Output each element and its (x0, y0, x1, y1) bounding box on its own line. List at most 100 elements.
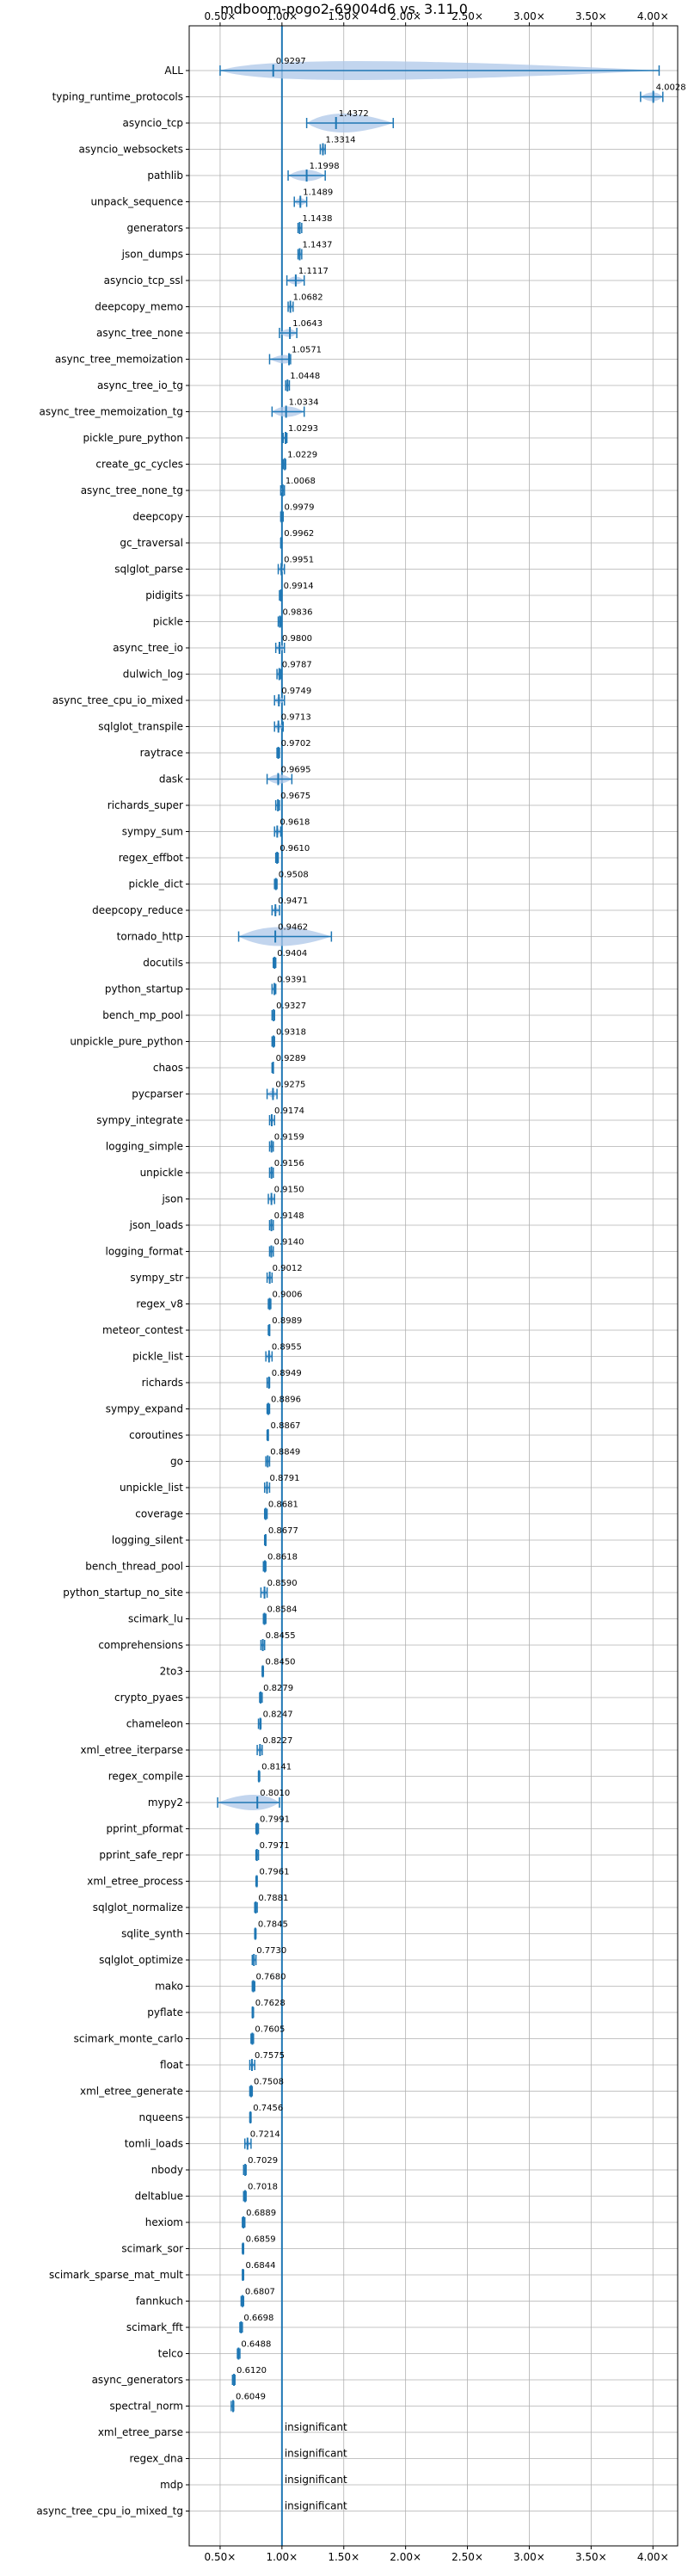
value-label: 0.9618 (280, 818, 310, 828)
category-label: pickle_list (132, 1351, 183, 1363)
category-label: unpack_sequence (90, 196, 183, 208)
value-label: 0.8141 (261, 1763, 292, 1772)
x-tick-label-top: 2.00× (390, 10, 421, 22)
category-label: richards_super (108, 799, 183, 811)
value-label: 0.9675 (280, 792, 310, 801)
category-label: json (161, 1193, 183, 1205)
category-label: unpickle (140, 1167, 183, 1179)
category-label: pickle_pure_python (83, 432, 183, 444)
category-label: docutils (143, 957, 183, 969)
category-label: 2to3 (160, 1666, 183, 1678)
category-label: unpickle_list (120, 1482, 183, 1494)
category-label: async_tree_memoization_tg (40, 406, 183, 418)
value-label: 0.9174 (274, 1106, 304, 1116)
value-label: 0.7214 (250, 2130, 280, 2140)
value-label: 0.9159 (274, 1133, 304, 1143)
category-label: coroutines (129, 1429, 183, 1441)
category-label: mypy2 (148, 1796, 183, 1809)
chart-title: mdboom-pogo2-69004d6 vs. 3.11.0 (220, 1, 468, 17)
category-label: pickle (153, 616, 183, 628)
category-label: regex_effbot (119, 852, 184, 864)
value-label: 1.0682 (293, 293, 323, 303)
value-label: 0.9471 (278, 897, 308, 906)
category-label: asyncio_tcp_ssl (104, 274, 183, 287)
value-label: 1.0293 (288, 424, 318, 434)
category-label: async_tree_io (113, 642, 183, 654)
value-label: 1.0571 (292, 346, 322, 355)
value-label: 1.0334 (289, 398, 319, 408)
category-label: async_tree_memoization (55, 354, 183, 366)
category-label: regex_compile (108, 1771, 183, 1783)
category-label: python_startup (105, 983, 183, 995)
value-label: 0.9404 (277, 949, 307, 958)
category-label: async_tree_none (96, 327, 183, 339)
category-label: pidigits (145, 589, 183, 601)
value-label: 0.9462 (278, 923, 308, 933)
value-label: 0.9800 (282, 634, 312, 644)
category-label: pprint_pformat (107, 1823, 184, 1835)
value-label: 0.9951 (284, 556, 314, 565)
value-label: 1.0229 (287, 451, 317, 460)
value-label: 0.9391 (277, 976, 307, 985)
category-label: logging_simple (106, 1141, 183, 1153)
value-label: 0.7845 (258, 1920, 288, 1930)
value-label: 0.6049 (236, 2393, 266, 2402)
value-label: 0.7971 (260, 1841, 290, 1851)
value-label: 0.6698 (243, 2314, 273, 2323)
x-tick-label-bottom: 1.00× (266, 2551, 298, 2563)
category-label: deepcopy (132, 511, 183, 523)
x-tick-label-top: 3.00× (513, 10, 545, 22)
category-label: dask (159, 773, 183, 786)
x-tick-label-bottom: 3.00× (513, 2551, 545, 2563)
category-label: chaos (153, 1062, 183, 1074)
value-label: 0.9713 (281, 713, 311, 723)
value-label: 0.9318 (276, 1028, 306, 1038)
category-label: nbody (151, 2164, 183, 2176)
category-label: sqlglot_optimize (99, 1954, 183, 1966)
value-label: 0.7508 (254, 2078, 284, 2087)
value-label: insignificant (285, 2421, 347, 2433)
value-label: 0.8896 (271, 1396, 301, 1405)
category-label: deltablue (135, 2191, 183, 2203)
value-label: 0.9695 (280, 766, 310, 775)
category-label: scimark_sor (121, 2243, 183, 2255)
x-tick-label-bottom: 2.50× (452, 2551, 483, 2563)
value-label: 0.9610 (280, 844, 310, 854)
value-label: 0.7680 (255, 1973, 286, 1982)
category-label: async_tree_io_tg (97, 379, 183, 391)
value-label: 0.7605 (255, 2025, 285, 2035)
value-label: 0.8989 (272, 1316, 302, 1326)
value-label: insignificant (285, 2500, 347, 2512)
value-label: 0.9140 (273, 1238, 304, 1248)
category-label: json_loads (129, 1219, 183, 1231)
category-label: dulwich_log (123, 669, 183, 681)
x-tick-label-bottom: 3.50× (575, 2551, 607, 2563)
category-label: sqlglot_normalize (93, 1901, 183, 1914)
value-label: 0.6807 (245, 2288, 275, 2297)
value-label: 1.1437 (303, 241, 333, 250)
category-label: pathlib (147, 169, 183, 182)
category-label: scimark_sparse_mat_mult (49, 2269, 183, 2281)
category-label: xml_etree_process (87, 1876, 183, 1888)
category-label: gc_traversal (120, 537, 183, 549)
value-label: 0.7881 (258, 1894, 288, 1903)
value-label: 1.1117 (298, 267, 329, 276)
x-tick-label-bottom: 1.50× (328, 2551, 359, 2563)
value-label: 0.9156 (274, 1159, 304, 1168)
marks-layer (217, 26, 664, 2546)
category-label: comprehensions (98, 1639, 183, 1651)
value-label: 0.9327 (276, 1001, 306, 1011)
x-tick-label-top: 2.50× (452, 10, 483, 22)
value-label: insignificant (285, 2474, 347, 2486)
value-label: 0.8247 (263, 1710, 293, 1720)
category-label: bench_thread_pool (85, 1561, 183, 1573)
value-label: 0.6859 (246, 2235, 276, 2245)
value-label: 0.8949 (272, 1369, 302, 1378)
value-label: 0.9702 (281, 739, 311, 749)
value-label: 1.1438 (303, 214, 333, 224)
value-label: 1.1998 (310, 162, 340, 171)
value-label: 0.8590 (267, 1579, 298, 1588)
category-label: typing_runtime_protocols (52, 91, 183, 103)
category-label: sympy_sum (122, 826, 183, 838)
category-label: logging_format (105, 1246, 183, 1258)
